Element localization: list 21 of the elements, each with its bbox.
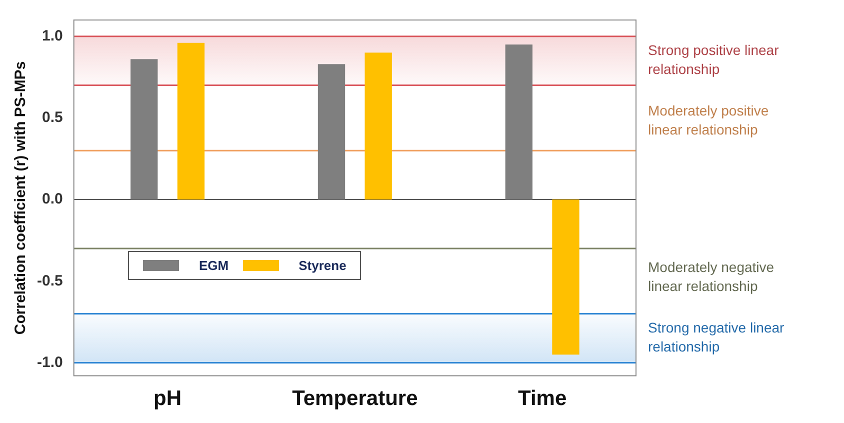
- band-label: Strong negative linear relationship: [648, 320, 785, 355]
- legend-label: Styrene: [298, 258, 346, 273]
- legend-label: EGM: [199, 258, 229, 273]
- y-tick-label: 1.0: [42, 27, 63, 44]
- bar: [130, 59, 158, 200]
- bar: [552, 200, 580, 355]
- x-tick-label: Time: [518, 387, 567, 410]
- y-tick-label: 0.0: [42, 190, 63, 208]
- y-tick-label: -0.5: [36, 272, 63, 290]
- bar: [318, 64, 346, 200]
- ref-line-label: Moderately negative linear relationship: [648, 259, 774, 294]
- bar: [364, 52, 392, 200]
- band-label: Strong positive linear relationship: [648, 42, 780, 78]
- x-tick-label: Temperature: [292, 387, 418, 410]
- bar: [505, 44, 532, 200]
- y-tick-label: -1.0: [36, 354, 63, 371]
- bar: [177, 42, 205, 200]
- y-axis-title: Correlation coefficient (r) with PS-MPs: [12, 61, 30, 335]
- y-tick-label: 0.5: [42, 109, 63, 126]
- x-tick-label: pH: [154, 387, 182, 410]
- ref-line-label: Moderately positive linear relationship: [648, 102, 769, 138]
